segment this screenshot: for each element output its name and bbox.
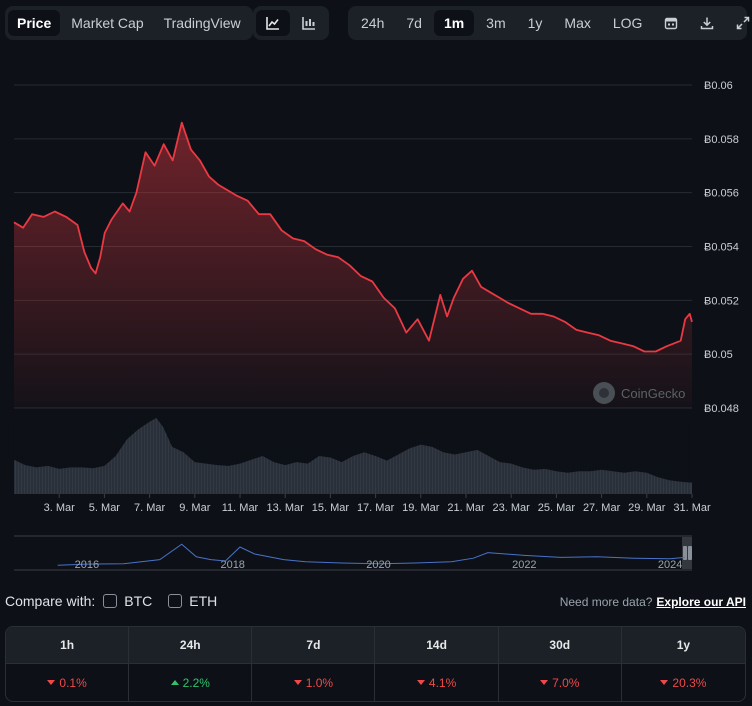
date-tick-label: 19. Mar — [402, 502, 440, 514]
overview-line — [57, 543, 685, 566]
compare-btc[interactable]: BTC — [95, 593, 152, 609]
year-label: 2016 — [75, 559, 99, 571]
change-value: 20.3% — [622, 664, 745, 701]
calendar-button[interactable] — [654, 10, 688, 36]
candlestick-chart-icon — [302, 17, 315, 30]
compare-section: Compare with: BTC ETH — [5, 593, 217, 609]
change-col-7d: 7d 1.0% — [252, 627, 376, 701]
period-header: 1h — [6, 627, 129, 664]
watermark: CoinGecko — [593, 382, 685, 404]
date-tick-label: 5. Mar — [89, 502, 121, 514]
change-value: 4.1% — [375, 664, 497, 701]
down-arrow-icon — [416, 680, 425, 685]
chart-type-toggle — [253, 6, 329, 40]
line-chart-button[interactable] — [256, 10, 290, 36]
date-tick-label: 29. Mar — [628, 502, 666, 514]
btc-label: BTC — [124, 593, 153, 609]
price-tick-label: Ƀ0.048 — [704, 403, 739, 415]
down-arrow-icon — [293, 680, 302, 685]
period-header: 30d — [498, 627, 621, 664]
candlestick-chart-button[interactable] — [292, 10, 326, 36]
year-label: 2022 — [512, 559, 536, 571]
navigator-handle-right[interactable] — [688, 546, 692, 560]
price-tick-label: Ƀ0.058 — [704, 134, 739, 146]
down-arrow-icon — [47, 680, 56, 685]
price-tick-label: Ƀ0.06 — [704, 80, 733, 92]
explore-api-link[interactable]: Explore our API — [656, 595, 746, 609]
period-header: 7d — [252, 627, 375, 664]
tab-price[interactable]: Price — [8, 10, 61, 36]
period-header: 14d — [375, 627, 498, 664]
date-tick-label: 7. Mar — [134, 502, 166, 514]
change-col-24h: 24h 2.2% — [129, 627, 253, 701]
fullscreen-button[interactable] — [726, 10, 752, 36]
price-axis: Ƀ0.06 Ƀ0.058 Ƀ0.056 Ƀ0.054 Ƀ0.052 Ƀ0.05 Ƀ0.048 — [704, 80, 739, 415]
range-max[interactable]: Max — [564, 15, 591, 31]
date-tick-label: 23. Mar — [493, 502, 531, 514]
price-change-table: 1h 0.1% 24h 2.2% 7d 1.0% 14d 4.1% 30d 7.0% 1y… — [5, 626, 746, 702]
price-line — [13, 121, 693, 353]
tab-market-cap[interactable]: Market Cap — [71, 15, 144, 31]
eth-label: ETH — [189, 593, 218, 609]
change-value: 7.0% — [499, 664, 621, 701]
eth-checkbox[interactable] — [168, 594, 183, 608]
compare-label: Compare with: — [5, 593, 96, 609]
download-icon — [701, 17, 714, 30]
date-tick-label: 17. Mar — [357, 502, 395, 514]
change-col-30d: 30d 7.0% — [498, 627, 622, 701]
price-area — [14, 122, 692, 408]
range-1y[interactable]: 1y — [527, 15, 543, 31]
date-tick-label: 15. Mar — [312, 502, 350, 514]
view-tabs: Price Market Cap TradingView — [5, 6, 253, 40]
change-col-14d: 14d 4.1% — [375, 627, 499, 701]
up-arrow-icon — [170, 680, 179, 685]
time-range-selector: 24h 7d 1m 3m 1y Max LOG — [348, 6, 750, 40]
price-tick-label: Ƀ0.052 — [704, 295, 739, 307]
change-value: 1.0% — [252, 664, 374, 701]
change-value: 0.1% — [6, 664, 128, 701]
period-header: 1y — [621, 627, 745, 664]
date-tick-label: 25. Mar — [538, 502, 576, 514]
down-arrow-icon — [540, 680, 549, 685]
date-tick-label: 31. Mar — [673, 502, 711, 514]
range-1m[interactable]: 1m — [433, 10, 475, 36]
navigator-handle-left[interactable] — [683, 546, 687, 560]
change-col-1h: 1h 0.1% — [6, 627, 130, 701]
year-label: 2020 — [366, 559, 390, 571]
date-tick-label: 21. Mar — [447, 502, 485, 514]
price-tick-label: Ƀ0.056 — [704, 188, 739, 200]
watermark-text: CoinGecko — [621, 386, 685, 401]
year-label: 2024 — [658, 559, 682, 571]
range-3m[interactable]: 3m — [486, 15, 506, 31]
compare-eth[interactable]: ETH — [160, 593, 217, 609]
price-tick-label: Ƀ0.05 — [704, 349, 733, 361]
date-tick-label: 9. Mar — [179, 502, 211, 514]
date-tick-label: 11. Mar — [222, 502, 259, 514]
change-value: 2.2% — [129, 664, 251, 701]
calendar-icon — [665, 17, 678, 30]
date-axis: 3. Mar 5. Mar 7. Mar 9. Mar 11. Mar 13. Mar 15… — [44, 494, 711, 514]
tab-tradingview[interactable]: TradingView — [163, 15, 241, 31]
line-chart-icon — [266, 17, 279, 30]
date-tick-label: 13. Mar — [267, 502, 305, 514]
range-7d[interactable]: 7d — [406, 15, 422, 31]
range-24h[interactable]: 24h — [361, 15, 385, 31]
log-scale-button[interactable]: LOG — [612, 15, 643, 31]
range-navigator[interactable]: 2016 2018 2020 2022 2024 — [14, 535, 692, 571]
btc-checkbox[interactable] — [103, 594, 118, 608]
date-tick-label: 3. Mar — [44, 502, 76, 514]
date-tick-label: 27. Mar — [583, 502, 621, 514]
down-arrow-icon — [660, 680, 669, 685]
period-header: 24h — [129, 627, 252, 664]
api-promo: Need more data? Explore our API — [560, 595, 746, 609]
download-button[interactable] — [690, 10, 724, 36]
volume-bars — [13, 418, 692, 494]
price-tick-label: Ƀ0.054 — [704, 242, 739, 254]
fullscreen-icon — [737, 16, 750, 30]
year-label: 2018 — [220, 559, 244, 571]
api-promo-text: Need more data? — [559, 595, 653, 609]
price-chart[interactable]: Ƀ0.06 Ƀ0.058 Ƀ0.056 Ƀ0.054 Ƀ0.052 Ƀ0.05 Ƀ0.048… — [0, 50, 752, 580]
change-col-1y: 1y 20.3% — [621, 627, 745, 701]
